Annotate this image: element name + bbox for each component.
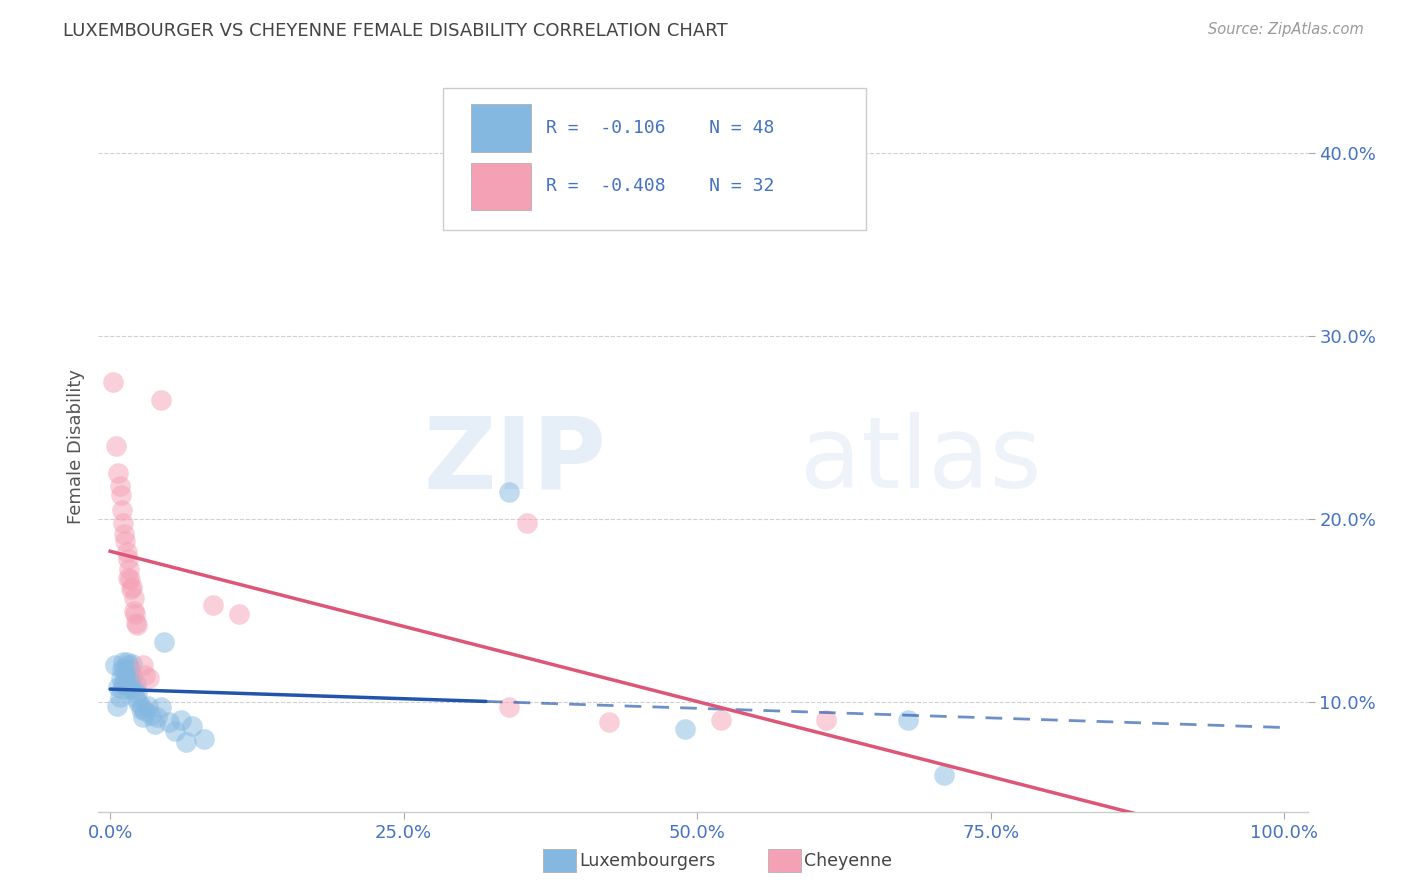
Point	[149, 700, 172, 714]
Y-axis label: Female Disability: Female Disability	[66, 368, 84, 524]
Point	[710, 714, 733, 728]
Point	[932, 768, 955, 782]
Point	[114, 671, 136, 685]
Point	[104, 658, 127, 673]
Point	[120, 673, 142, 687]
Point	[143, 717, 166, 731]
Point	[125, 676, 148, 690]
Point	[112, 516, 135, 530]
Point	[114, 534, 136, 549]
Text: R =  -0.106    N = 48: R = -0.106 N = 48	[546, 119, 775, 136]
Point	[673, 723, 696, 737]
Point	[157, 715, 180, 730]
Point	[134, 704, 156, 718]
Point	[124, 607, 146, 622]
Text: Cheyenne: Cheyenne	[804, 852, 893, 870]
Point	[149, 393, 172, 408]
Point	[498, 700, 520, 714]
Point	[121, 580, 143, 594]
Point	[111, 503, 134, 517]
Point	[107, 467, 129, 481]
Point	[117, 676, 139, 690]
Point	[498, 484, 520, 499]
Point	[153, 634, 176, 648]
Point	[115, 545, 138, 559]
Point	[101, 375, 124, 389]
Point	[118, 667, 141, 681]
Point	[120, 573, 142, 587]
Point	[112, 526, 135, 541]
Point	[141, 707, 163, 722]
Point	[124, 690, 146, 704]
Point	[120, 662, 142, 676]
Point	[115, 667, 138, 681]
Point	[121, 669, 143, 683]
Point	[118, 561, 141, 575]
Text: Source: ZipAtlas.com: Source: ZipAtlas.com	[1208, 22, 1364, 37]
Point	[105, 439, 128, 453]
FancyBboxPatch shape	[471, 162, 531, 211]
Point	[181, 719, 204, 733]
Text: Luxembourgers: Luxembourgers	[579, 852, 716, 870]
Point	[146, 709, 169, 723]
Point	[598, 715, 620, 730]
Point	[138, 671, 160, 685]
FancyBboxPatch shape	[443, 87, 866, 230]
Point	[132, 709, 155, 723]
Point	[112, 676, 135, 690]
Point	[122, 603, 145, 617]
Point	[815, 714, 838, 728]
Point	[228, 607, 250, 622]
Point	[897, 714, 920, 728]
Point	[132, 658, 155, 673]
Point	[163, 724, 186, 739]
Point	[110, 488, 132, 502]
Point	[121, 657, 143, 671]
Text: LUXEMBOURGER VS CHEYENNE FEMALE DISABILITY CORRELATION CHART: LUXEMBOURGER VS CHEYENNE FEMALE DISABILI…	[63, 22, 728, 40]
Point	[115, 655, 138, 669]
Point	[112, 662, 135, 676]
Point	[107, 681, 129, 695]
Point	[125, 616, 148, 631]
Point	[169, 714, 191, 728]
Point	[108, 479, 131, 493]
Point	[118, 682, 141, 697]
Point	[516, 516, 538, 530]
Point	[127, 695, 149, 709]
Point	[110, 671, 132, 685]
Point	[122, 682, 145, 697]
Point	[117, 552, 139, 566]
Point	[122, 591, 145, 605]
Point	[114, 676, 136, 690]
Point	[127, 618, 149, 632]
Point	[134, 667, 156, 681]
Text: atlas: atlas	[800, 412, 1042, 509]
Text: ZIP: ZIP	[423, 412, 606, 509]
Point	[202, 598, 225, 612]
Point	[176, 735, 198, 749]
Point	[129, 702, 152, 716]
Point	[127, 686, 149, 700]
Text: R =  -0.408    N = 32: R = -0.408 N = 32	[546, 178, 775, 195]
FancyBboxPatch shape	[471, 104, 531, 152]
Point	[120, 582, 142, 596]
Point	[117, 571, 139, 585]
Point	[131, 700, 153, 714]
Point	[108, 690, 131, 704]
Point	[120, 676, 142, 690]
Point	[117, 658, 139, 673]
Point	[111, 682, 134, 697]
Point	[105, 698, 128, 713]
Point	[112, 655, 135, 669]
Point	[136, 698, 159, 713]
Point	[193, 731, 215, 746]
Point	[111, 662, 134, 676]
